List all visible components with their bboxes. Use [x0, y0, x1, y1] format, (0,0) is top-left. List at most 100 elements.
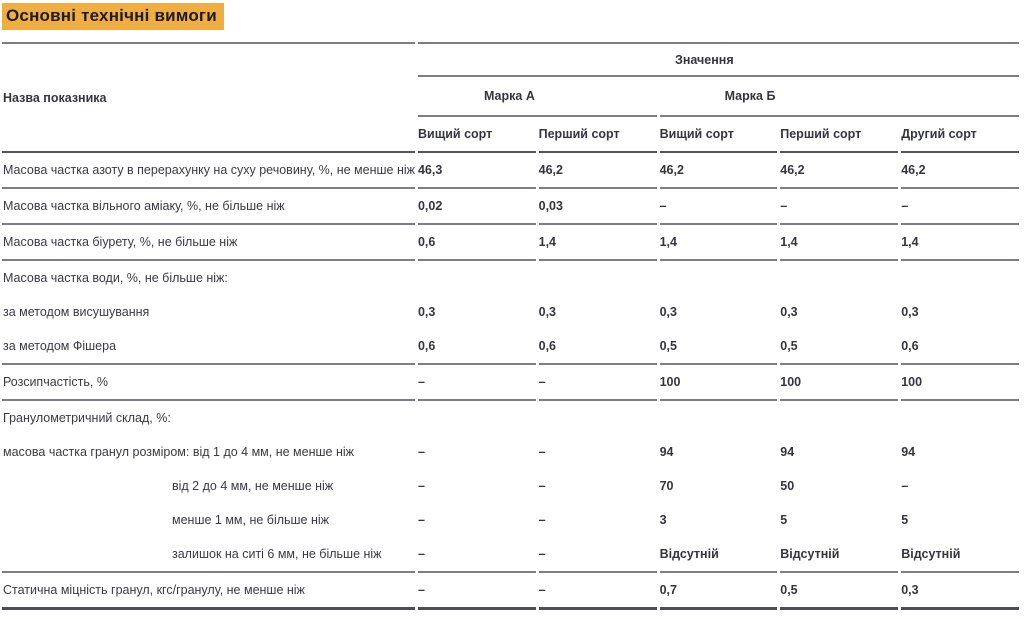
table-row: за методом висушування 0,3 0,3 0,3 0,3 0… — [2, 295, 1019, 329]
cell-value: – — [538, 513, 546, 527]
cell-value: 5 — [901, 513, 909, 527]
cell-value: 0,6 — [417, 225, 536, 261]
row-label: залишок на ситі 6 мм, не більше ніж — [2, 537, 415, 573]
cell-value: – — [538, 445, 546, 459]
group-header-marka-b: Марка Б — [659, 77, 1019, 117]
cell-value: 100 — [780, 365, 899, 401]
row-label: Масова частка біурету, %, не більше ніж — [2, 225, 415, 261]
cell-value: 1,4 — [659, 225, 778, 261]
table-row-group: Гранулометричний склад, %: — [2, 401, 1019, 435]
cell-value: 0,5 — [659, 329, 778, 365]
cell-value: – — [417, 365, 536, 401]
table-row: Розсипчастість, % – – 100 100 100 — [2, 365, 1019, 401]
row-label: Розсипчастість, % — [2, 365, 415, 401]
cell-value: 50 — [780, 479, 795, 493]
cell-value: 70 — [659, 479, 674, 493]
cell-value: 0,3 — [538, 305, 557, 319]
cell-value: 5 — [780, 513, 788, 527]
cell-value: 46,2 — [780, 153, 899, 189]
table-row: за методом Фішера 0,6 0,6 0,5 0,5 0,6 — [2, 329, 1019, 365]
cell-value: 0,3 — [659, 305, 677, 319]
cell-value: – — [417, 573, 536, 610]
table-header: Назва показника Значення Марка А Марка Б… — [2, 42, 1019, 153]
cell-value — [780, 261, 898, 295]
row-label: за методом висушування — [3, 305, 150, 319]
cell-value — [660, 401, 778, 435]
cell-value: – — [538, 573, 657, 610]
table-row-group: Масова частка води, %, не більше ніж: — [2, 261, 1019, 295]
page-title: Основні технічні вимоги — [2, 3, 224, 30]
cell-value: 0,3 — [780, 305, 798, 319]
row-label: масова частка гранул розміром: від 1 до … — [3, 445, 354, 459]
table-row: менше 1 мм, не більше ніж – – 3 5 5 — [2, 503, 1019, 537]
cell-value — [780, 401, 898, 435]
table-row: Статична міцність гранул, кгс/гранулу, н… — [2, 573, 1019, 610]
cell-value: Відсутній — [780, 537, 899, 573]
cell-value: 0,3 — [417, 305, 436, 319]
cell-value: 0,3 — [901, 573, 1019, 610]
table-row: Масова частка азоту в перерахунку на сух… — [2, 153, 1019, 189]
cell-value: 94 — [780, 445, 795, 459]
cell-value: 94 — [659, 445, 674, 459]
cell-value: 0,6 — [417, 329, 536, 365]
spec-table: Назва показника Значення Марка А Марка Б… — [0, 42, 1022, 610]
cell-value: 1,4 — [780, 225, 899, 261]
group-header-marka-a: Марка А — [417, 77, 657, 117]
cell-value: – — [538, 537, 657, 573]
cell-value: 46,2 — [901, 153, 1019, 189]
cell-value — [539, 401, 657, 435]
cell-value: 0,5 — [780, 573, 899, 610]
row-label: за методом Фішера — [2, 329, 415, 365]
cell-value: 0,02 — [417, 189, 536, 225]
cell-value: – — [417, 479, 425, 493]
cell-value: 0,7 — [659, 573, 778, 610]
sort-header: Перший сорт — [780, 117, 899, 153]
cell-value: 3 — [659, 513, 667, 527]
cell-value: 94 — [901, 445, 916, 459]
cell-value: – — [901, 479, 909, 493]
row-label: Масова частка води, %, не більше ніж: — [3, 271, 228, 285]
table-row: залишок на ситі 6 мм, не більше ніж – – … — [2, 537, 1019, 573]
cell-value — [901, 261, 1019, 295]
sort-header: Другий сорт — [901, 117, 1019, 153]
column-header-name: Назва показника — [2, 42, 415, 153]
cell-value — [418, 401, 536, 435]
cell-value: – — [659, 189, 778, 225]
table-row: масова частка гранул розміром: від 1 до … — [2, 435, 1019, 469]
cell-value: 46,2 — [538, 153, 657, 189]
row-label: Масова частка вільного аміаку, %, не біл… — [2, 189, 415, 225]
row-label: від 2 до 4 мм, не менше ніж — [172, 479, 334, 493]
cell-value: 100 — [901, 365, 1019, 401]
cell-value: 46,2 — [659, 153, 778, 189]
table-row: Масова частка біурету, %, не більше ніж … — [2, 225, 1019, 261]
cell-value: 46,3 — [417, 153, 536, 189]
cell-value: 0,6 — [538, 329, 657, 365]
cell-value: – — [417, 513, 425, 527]
row-label: менше 1 мм, не більше ніж — [172, 513, 330, 527]
cell-value: 1,4 — [901, 225, 1019, 261]
row-label: Масова частка азоту в перерахунку на сух… — [2, 153, 415, 189]
table-row: Масова частка вільного аміаку, %, не біл… — [2, 189, 1019, 225]
cell-value: 0,6 — [901, 329, 1019, 365]
cell-value: 0,03 — [538, 189, 657, 225]
sort-header: Перший сорт — [538, 117, 657, 153]
cell-value: 0,5 — [780, 329, 899, 365]
cell-value: – — [538, 365, 657, 401]
row-label: Статична міцність гранул, кгс/гранулу, н… — [2, 573, 415, 610]
row-label: Гранулометричний склад, %: — [3, 411, 171, 425]
cell-value: – — [538, 479, 546, 493]
cell-value: 0,3 — [901, 305, 919, 319]
sort-header: Вищий сорт — [659, 117, 778, 153]
table-row: від 2 до 4 мм, не менше ніж – – 70 50 – — [2, 469, 1019, 503]
cell-value: 100 — [659, 365, 778, 401]
cell-value: 1,4 — [538, 225, 657, 261]
column-header-value: Значення — [417, 42, 1019, 77]
cell-value — [539, 261, 657, 295]
sort-header: Вищий сорт — [417, 117, 536, 153]
cell-value: – — [417, 445, 425, 459]
cell-value: – — [417, 537, 536, 573]
cell-value: Відсутній — [901, 537, 1019, 573]
cell-value — [660, 261, 778, 295]
cell-value: – — [780, 189, 899, 225]
